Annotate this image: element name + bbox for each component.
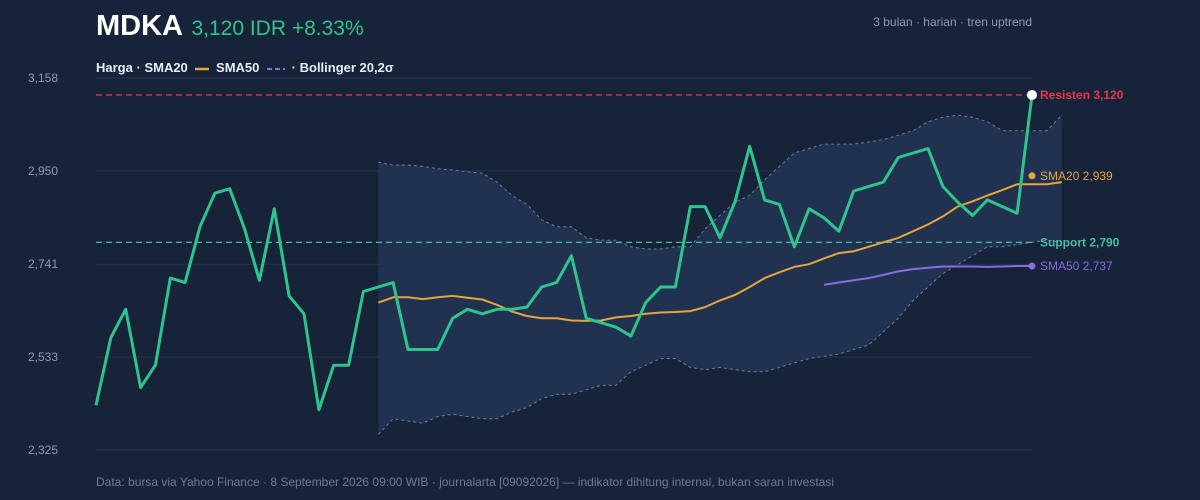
bollinger-upper-line [378,114,1063,250]
legend-sma50-swatch [195,67,210,70]
bollinger-fill [378,115,1062,435]
sma50-line [823,265,1032,286]
sma20-marker [1028,172,1036,180]
chart-header: MDKA 3,120 IDR +8.33% [96,10,364,43]
legend-sma50: SMA50 [216,60,260,75]
legend-bollinger-swatch [267,67,286,70]
legend-price: Harga [96,60,133,75]
annotation-labels: Resisten 3,120 SMA20 2,939 SMA50 2,737 Supp… [1027,88,1124,273]
resistance-label: Resisten 3,120 [1040,88,1124,102]
legend-bollinger: Bollinger 20,2σ [299,60,394,75]
sma50-label: SMA50 2,737 [1040,259,1113,273]
bollinger-lower-line [377,239,1062,435]
legend-separator: · [291,60,300,75]
y-tick-label: 2,741 [28,257,58,271]
legend: Harga · SMA20 SMA50 · Bollinger 20,2σ [96,60,394,75]
y-tick-label: 2,950 [28,164,58,178]
bollinger-band [377,114,1063,435]
ticker-symbol: MDKA [96,10,183,42]
y-tick-label: 3,158 [28,71,58,85]
source-footer: Data: bursa via Yahoo Finance · 8 Septem… [96,475,834,489]
legend-sma20: SMA20 [144,60,188,75]
legend-separator: · [136,60,145,75]
y-tick-label: 2,325 [28,443,58,457]
y-tick-label: 2,533 [28,350,58,364]
price-change: 3,120 IDR +8.33% [191,17,364,40]
level-lines [96,94,1032,243]
support-label: Support 2,790 [1040,235,1120,249]
resistance-marker [1027,89,1037,100]
sma20-line [377,181,1062,322]
chart-meta: 3 bulan · harian · tren uptrend [873,15,1032,29]
sma50-marker [1028,262,1036,270]
series-lines [94,94,1062,412]
sma20-label: SMA20 2,939 [1040,169,1113,183]
price-line [94,94,1034,412]
